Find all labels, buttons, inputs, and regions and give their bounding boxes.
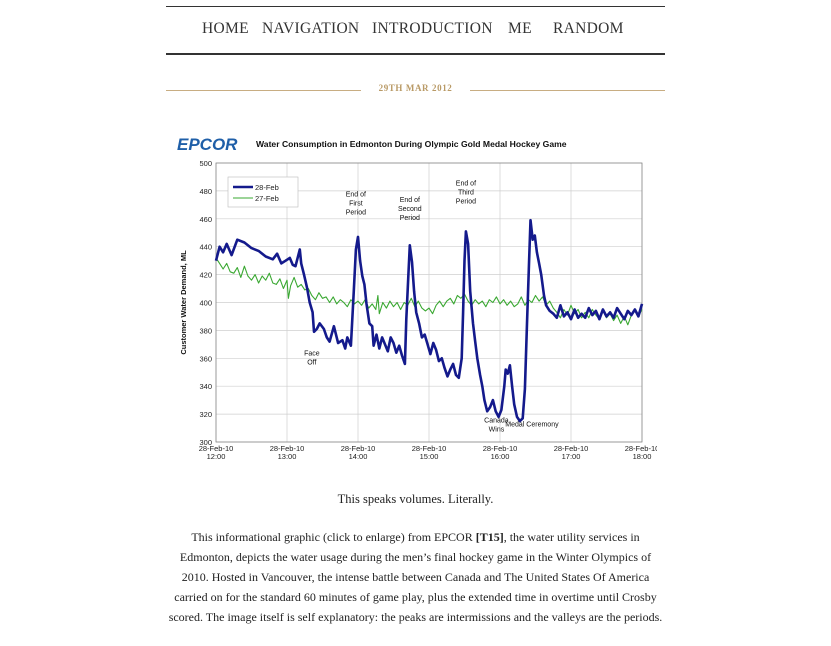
y-tick-label: 300 <box>199 438 212 447</box>
header-rule-bottom <box>166 53 665 55</box>
nav-item-navigation[interactable]: NAVIGATION <box>262 20 360 37</box>
nav-item-introduction[interactable]: INTRODUCTION <box>372 20 493 37</box>
date-divider-right <box>470 90 665 91</box>
epcor-logo: EPCOR <box>177 135 238 154</box>
post-date-row: 29TH MAR 2012 <box>166 82 665 98</box>
post-body-text-start: This informational graphic (click to enl… <box>191 530 476 544</box>
reference-link[interactable]: [T15] <box>475 530 504 544</box>
series-line-27-feb <box>215 257 643 326</box>
chart-annotation: End of First Period <box>346 191 366 216</box>
x-tick-time: 17:00 <box>562 452 581 461</box>
y-tick-label: 480 <box>199 187 212 196</box>
x-tick-date: 28-Feb-10 <box>625 444 657 453</box>
x-tick-time: 14:00 <box>349 452 368 461</box>
x-tick-date: 28-Feb-10 <box>412 444 447 453</box>
x-tick-date: 28-Feb-10 <box>483 444 518 453</box>
x-tick-time: 18:00 <box>633 452 652 461</box>
legend-label: 27-Feb <box>255 194 279 203</box>
legend-label: 28-Feb <box>255 183 279 192</box>
x-tick-time: 15:00 <box>420 452 439 461</box>
nav-item-me[interactable]: ME <box>508 20 532 37</box>
series-line-28-feb <box>214 218 644 423</box>
chart-annotation: Canada Wins <box>484 417 509 433</box>
main-nav: HOME NAVIGATION INTRODUCTION ME RANDOM <box>166 20 665 42</box>
x-tick-time: 16:00 <box>491 452 510 461</box>
x-tick-time: 13:00 <box>278 452 297 461</box>
y-axis-label: Customer Water Demand, ML <box>179 250 188 355</box>
header-rule-top <box>166 6 665 7</box>
y-tick-label: 360 <box>199 354 212 363</box>
y-tick-label: 500 <box>199 159 212 168</box>
y-tick-label: 400 <box>199 299 212 308</box>
y-tick-label: 320 <box>199 410 212 419</box>
y-tick-label: 440 <box>199 243 212 252</box>
chart-annotation: End of Third Period <box>456 180 476 205</box>
nav-item-random[interactable]: RANDOM <box>553 20 624 37</box>
plot-frame <box>215 162 643 443</box>
water-consumption-chart[interactable]: EPCOR Water Consumption in Edmonton Durin… <box>172 128 657 463</box>
post-date: 29TH MAR 2012 <box>378 83 453 93</box>
date-divider-left <box>166 90 361 91</box>
chart-annotation: Face Off <box>304 351 320 367</box>
nav-item-home[interactable]: HOME <box>202 20 249 37</box>
chart-title: Water Consumption in Edmonton During Oly… <box>256 139 567 149</box>
y-tick-label: 340 <box>199 382 212 391</box>
y-tick-label: 420 <box>199 271 212 280</box>
chart-annotation: Medal Ceremony <box>505 422 559 429</box>
x-tick-time: 12:00 <box>207 452 226 461</box>
y-tick-label: 460 <box>199 215 212 224</box>
x-tick-date: 28-Feb-10 <box>199 444 234 453</box>
post-body-text-end: , the water utility services in Edmonton… <box>168 530 663 624</box>
legend-box <box>227 176 299 208</box>
post-body: This informational graphic (click to enl… <box>166 527 665 627</box>
x-tick-date: 28-Feb-10 <box>270 444 305 453</box>
x-tick-date: 28-Feb-10 <box>341 444 376 453</box>
y-tick-label: 380 <box>199 326 212 335</box>
post-caption: This speaks volumes. Literally. <box>337 492 494 506</box>
x-tick-date: 28-Feb-10 <box>554 444 589 453</box>
chart-annotation: End of Second Period <box>398 197 422 222</box>
